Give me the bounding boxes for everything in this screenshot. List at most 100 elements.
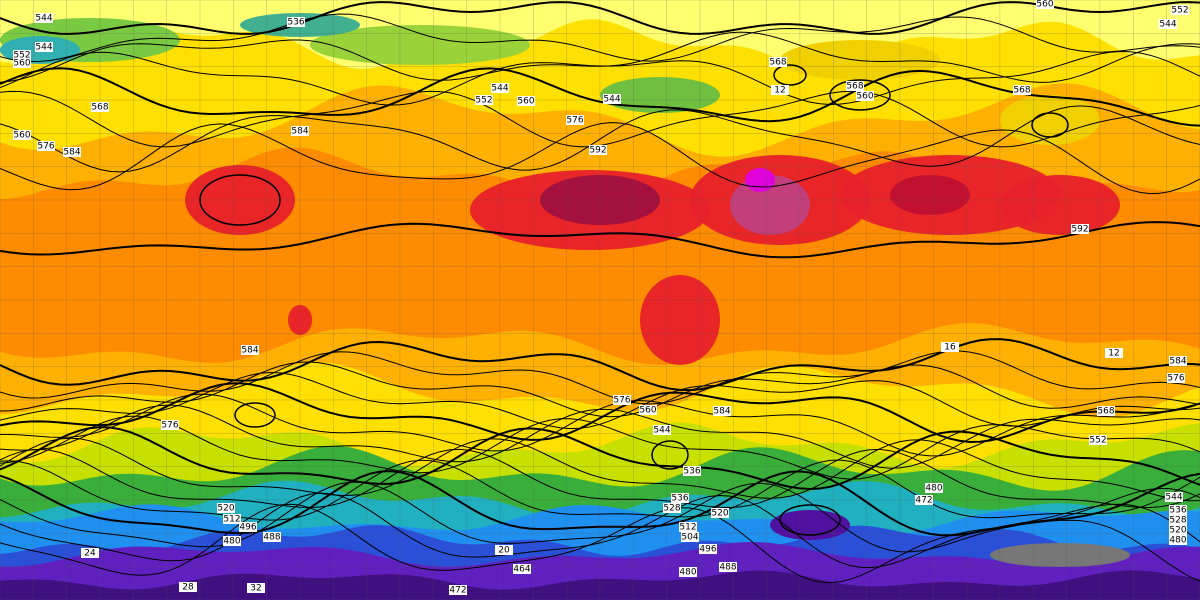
- label-text: 544: [491, 84, 508, 94]
- contour-line: [0, 481, 1200, 553]
- label-box: [719, 562, 737, 572]
- label-box: [63, 147, 81, 157]
- contour-label: 544: [35, 42, 53, 53]
- contour-ring: [199, 174, 281, 226]
- label-text: 584: [713, 407, 730, 417]
- label-text: 592: [1071, 225, 1088, 235]
- contour-label: 560: [517, 96, 535, 107]
- label-box: [639, 405, 657, 415]
- label-text: 488: [263, 533, 280, 543]
- label-text: 552: [13, 51, 30, 61]
- contour-line: [0, 105, 1200, 173]
- label-box: [1169, 525, 1187, 535]
- contour-ring: [829, 79, 891, 111]
- shade-blob: [600, 77, 720, 113]
- label-text: 520: [217, 504, 234, 514]
- contour-label: 20: [495, 545, 513, 556]
- contour-label: 512: [223, 514, 241, 525]
- contour-label: 568: [1013, 85, 1031, 96]
- label-box: [846, 81, 864, 91]
- contour-label: 544: [603, 94, 621, 105]
- contour-label: 536: [671, 493, 689, 504]
- label-text: 472: [915, 496, 932, 506]
- contour-label: 536: [1169, 505, 1187, 516]
- contour-ring: [779, 504, 841, 536]
- label-text: 20: [498, 546, 510, 556]
- label-text: 560: [639, 406, 656, 416]
- label-box: [1089, 435, 1107, 445]
- contour-label: 576: [161, 420, 179, 431]
- label-text: 464: [513, 565, 530, 575]
- height-contours: [0, 1, 1200, 584]
- label-box: [681, 532, 699, 542]
- contour-line: [0, 338, 1200, 392]
- contour-label: 504: [681, 532, 699, 543]
- shade-blob: [310, 25, 530, 65]
- contour-label: 480: [223, 536, 241, 547]
- label-box: [771, 85, 789, 95]
- label-box: [1013, 85, 1031, 95]
- contour-label: 28: [179, 582, 197, 593]
- contour-label: 520: [1169, 525, 1187, 536]
- contour-label: 488: [263, 532, 281, 543]
- contour-line: [0, 50, 1200, 106]
- contour-line: [0, 382, 1200, 444]
- label-box: [1167, 373, 1185, 383]
- contour-ring: [234, 402, 276, 428]
- contour-label: 584: [241, 345, 259, 356]
- contour-line: [0, 361, 1200, 418]
- contour-label: 488: [719, 562, 737, 573]
- label-text: 560: [1036, 0, 1053, 10]
- label-text: 576: [1167, 374, 1184, 384]
- label-box: [915, 495, 933, 505]
- contour-label: 576: [1167, 373, 1185, 384]
- label-box: [1165, 492, 1183, 502]
- contour-label: 584: [291, 126, 309, 137]
- label-box: [679, 522, 697, 532]
- contour-label: 560: [1036, 0, 1054, 10]
- contour-label: 560: [13, 130, 31, 141]
- contour-label: 24: [81, 548, 99, 559]
- contour-label: 568: [91, 102, 109, 113]
- contour-label: 560: [639, 405, 657, 416]
- contour-label: 512: [679, 522, 697, 533]
- label-text: 568: [769, 58, 786, 68]
- label-text: 28: [182, 583, 194, 593]
- contour-label: 584: [713, 406, 731, 417]
- contour-label: 12: [771, 85, 789, 96]
- label-text: 568: [1013, 86, 1030, 96]
- contour-line: [0, 459, 1200, 521]
- shade-blob: [640, 275, 720, 365]
- label-box: [513, 564, 531, 574]
- label-box: [1171, 5, 1189, 15]
- shade-blob: [745, 168, 775, 192]
- contour-label: 32: [247, 583, 265, 594]
- contour-label: 568: [769, 57, 787, 68]
- contour-label: 592: [589, 145, 607, 156]
- label-box: [603, 94, 621, 104]
- label-text: 584: [241, 346, 258, 356]
- label-text: 544: [1159, 20, 1176, 30]
- contour-label: 552: [1089, 435, 1107, 446]
- contour-label: 576: [37, 141, 55, 152]
- label-text: 480: [925, 484, 942, 494]
- label-text: 520: [711, 509, 728, 519]
- contour-line: [0, 503, 1200, 584]
- label-box: [1071, 224, 1089, 234]
- shade-blob: [730, 175, 810, 235]
- label-text: 568: [91, 103, 108, 113]
- label-box: [769, 57, 787, 67]
- label-text: 552: [1089, 436, 1106, 446]
- label-text: 560: [856, 92, 873, 102]
- label-text: 576: [37, 142, 54, 152]
- label-box: [13, 58, 31, 68]
- label-text: 568: [846, 82, 863, 92]
- label-box: [91, 102, 109, 112]
- label-box: [683, 466, 701, 476]
- label-box: [566, 115, 584, 125]
- label-box: [653, 425, 671, 435]
- contour-line: [0, 437, 1200, 502]
- shade-blob: [890, 175, 970, 215]
- label-text: 32: [250, 584, 261, 594]
- label-text: 576: [566, 116, 583, 126]
